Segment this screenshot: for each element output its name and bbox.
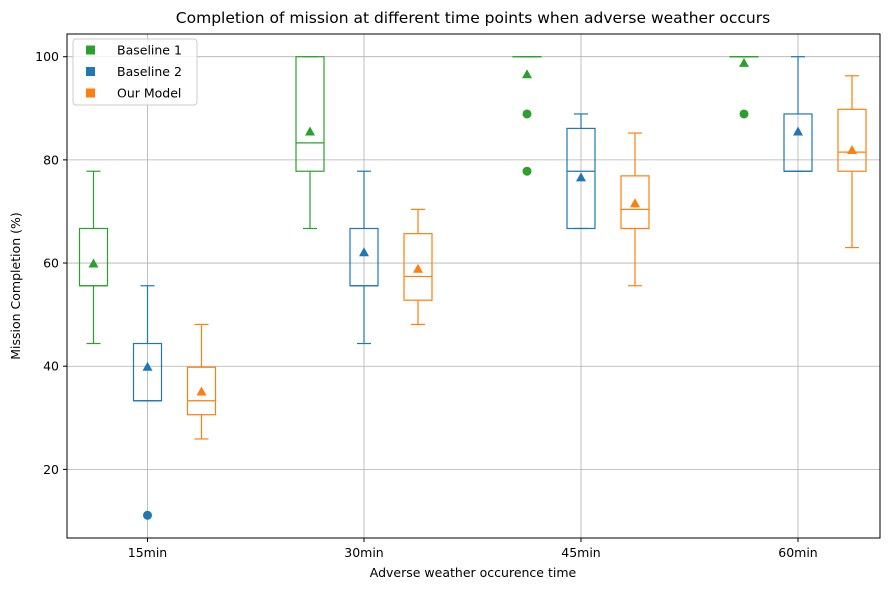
mean-marker xyxy=(739,58,749,67)
grid-lines xyxy=(67,34,880,538)
chart-title: Completion of mission at different time … xyxy=(176,9,770,27)
mean-marker xyxy=(359,247,369,256)
box-60min xyxy=(838,76,866,248)
mean-marker xyxy=(305,126,315,135)
legend-swatch xyxy=(86,89,95,98)
outlier-point xyxy=(143,511,152,520)
box-15min xyxy=(188,324,216,439)
outlier-point xyxy=(523,167,532,176)
y-axis-label: Mission Completion (%) xyxy=(8,212,23,360)
x-tick-label: 60min xyxy=(778,545,817,560)
box-30min xyxy=(404,209,432,324)
legend-label: Our Model xyxy=(117,86,181,101)
x-tick-label: 15min xyxy=(128,545,167,560)
x-tick-label: 30min xyxy=(344,545,383,560)
y-tick-label: 80 xyxy=(43,152,59,167)
box-15min xyxy=(80,171,108,343)
box-series xyxy=(80,57,867,520)
series-our-model xyxy=(188,76,867,439)
box-60min xyxy=(730,57,758,119)
series-baseline-2 xyxy=(134,57,813,520)
box-45min xyxy=(513,57,541,176)
box-30min xyxy=(296,57,324,229)
mean-marker xyxy=(793,126,803,135)
legend-swatch xyxy=(86,67,95,76)
y-tick-label: 100 xyxy=(35,49,59,64)
outlier-point xyxy=(740,109,749,118)
legend: Baseline 1 Baseline 2 Our Model xyxy=(73,39,197,105)
legend-label: Baseline 2 xyxy=(117,64,182,79)
mean-marker xyxy=(522,69,532,78)
iqr-box xyxy=(296,57,324,172)
mean-marker xyxy=(630,198,640,207)
mean-marker xyxy=(413,264,423,273)
x-axis-label: Adverse weather occurence time xyxy=(370,565,577,580)
mean-marker xyxy=(576,172,586,181)
plot-frame xyxy=(67,34,880,538)
legend-label: Baseline 1 xyxy=(117,43,182,58)
y-tick-label: 60 xyxy=(43,256,59,271)
iqr-box xyxy=(838,109,866,171)
outlier-point xyxy=(523,109,532,118)
y-tick-label: 20 xyxy=(43,462,59,477)
x-tick-label: 45min xyxy=(561,545,600,560)
mean-marker xyxy=(197,386,207,395)
legend-swatch xyxy=(86,46,95,55)
iqr-box xyxy=(80,228,108,285)
y-axis-ticks: 20 40 60 80 100 xyxy=(35,49,67,477)
y-tick-label: 40 xyxy=(43,359,59,374)
x-axis-ticks: 15min 30min 45min 60min xyxy=(128,538,818,560)
mean-marker xyxy=(847,145,857,154)
